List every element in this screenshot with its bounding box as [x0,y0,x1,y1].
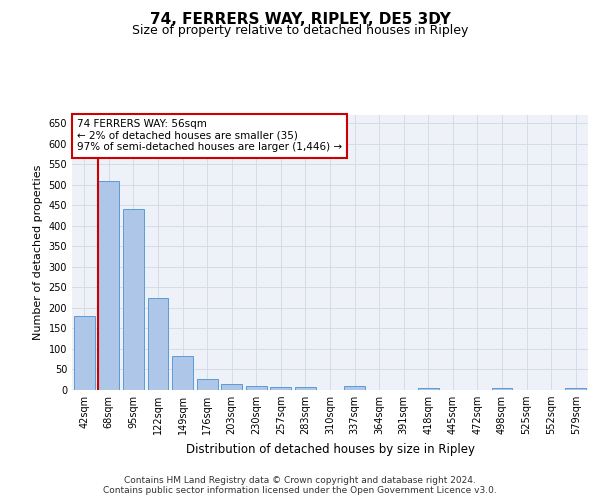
Bar [221,384,242,390]
Text: 74 FERRERS WAY: 56sqm
← 2% of detached houses are smaller (35)
97% of semi-detac: 74 FERRERS WAY: 56sqm ← 2% of detached h… [77,119,342,152]
Bar [148,298,169,390]
Y-axis label: Number of detached properties: Number of detached properties [33,165,43,340]
Bar [491,388,512,390]
Text: 74, FERRERS WAY, RIPLEY, DE5 3DY: 74, FERRERS WAY, RIPLEY, DE5 3DY [149,12,451,28]
Bar [271,386,292,390]
Text: Size of property relative to detached houses in Ripley: Size of property relative to detached ho… [132,24,468,37]
Bar [418,388,439,390]
Bar [123,210,144,390]
Bar [295,387,316,390]
Bar [197,378,218,390]
Bar [98,180,119,390]
Bar [172,356,193,390]
Text: Contains HM Land Registry data © Crown copyright and database right 2024.
Contai: Contains HM Land Registry data © Crown c… [103,476,497,495]
Bar [246,386,267,390]
Text: Distribution of detached houses by size in Ripley: Distribution of detached houses by size … [185,442,475,456]
Bar [344,386,365,390]
Bar [74,316,95,390]
Bar [565,388,586,390]
